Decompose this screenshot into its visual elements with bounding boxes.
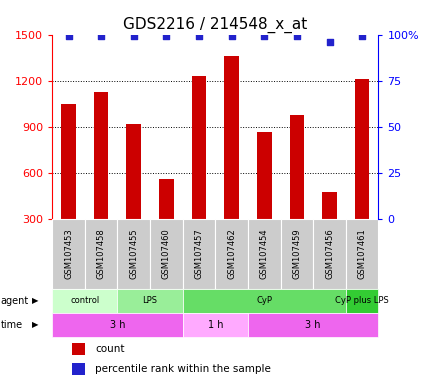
Text: GSM107459: GSM107459 <box>292 229 301 280</box>
Point <box>326 39 332 45</box>
Point <box>65 33 72 40</box>
Point <box>130 33 137 40</box>
Point <box>97 33 105 40</box>
Text: percentile rank within the sample: percentile rank within the sample <box>95 364 270 374</box>
Text: CyP plus LPS: CyP plus LPS <box>335 296 388 305</box>
Bar <box>215 219 247 289</box>
Text: time: time <box>0 320 23 330</box>
Bar <box>72 363 85 375</box>
Bar <box>159 179 173 219</box>
Text: GSM107457: GSM107457 <box>194 229 203 280</box>
Text: GSM107458: GSM107458 <box>96 229 105 280</box>
Point <box>162 33 169 40</box>
Title: GDS2216 / 214548_x_at: GDS2216 / 214548_x_at <box>123 17 307 33</box>
Text: GSM107456: GSM107456 <box>324 229 333 280</box>
Point <box>260 33 267 40</box>
Text: ▶: ▶ <box>32 296 38 305</box>
Bar <box>117 219 150 289</box>
Bar <box>85 219 117 289</box>
Bar <box>280 219 312 289</box>
Text: ▶: ▶ <box>32 320 38 329</box>
Bar <box>354 79 368 219</box>
Bar <box>345 289 378 313</box>
Text: GSM107454: GSM107454 <box>259 229 268 280</box>
Bar <box>150 219 182 289</box>
Bar <box>61 104 76 219</box>
Text: GSM107455: GSM107455 <box>129 229 138 280</box>
Text: 1 h: 1 h <box>207 320 223 330</box>
Bar <box>191 76 206 219</box>
Text: count: count <box>95 344 125 354</box>
Point <box>227 33 234 40</box>
Text: 3 h: 3 h <box>109 320 125 330</box>
Bar <box>72 343 85 355</box>
Bar <box>52 289 117 313</box>
Text: LPS: LPS <box>142 296 157 305</box>
Text: CyP: CyP <box>256 296 272 305</box>
Bar <box>345 219 378 289</box>
Bar <box>289 114 303 219</box>
Bar <box>94 91 108 219</box>
Bar <box>52 313 182 337</box>
Text: GSM107462: GSM107462 <box>227 229 236 280</box>
Bar <box>126 124 141 219</box>
Text: GSM107453: GSM107453 <box>64 229 73 280</box>
Bar <box>322 192 336 219</box>
Text: GSM107461: GSM107461 <box>357 229 366 280</box>
Text: 3 h: 3 h <box>305 320 320 330</box>
Point <box>195 33 202 40</box>
Point <box>293 33 299 40</box>
Bar <box>312 219 345 289</box>
Bar <box>52 219 85 289</box>
Bar <box>256 132 271 219</box>
Bar <box>182 219 215 289</box>
Point <box>358 33 365 40</box>
Bar <box>247 219 280 289</box>
Bar <box>117 289 182 313</box>
Bar <box>182 313 247 337</box>
Bar <box>182 289 345 313</box>
Text: agent: agent <box>0 296 29 306</box>
Text: control: control <box>70 296 99 305</box>
Bar <box>224 56 238 219</box>
Bar <box>247 313 378 337</box>
Text: GSM107460: GSM107460 <box>161 229 171 280</box>
